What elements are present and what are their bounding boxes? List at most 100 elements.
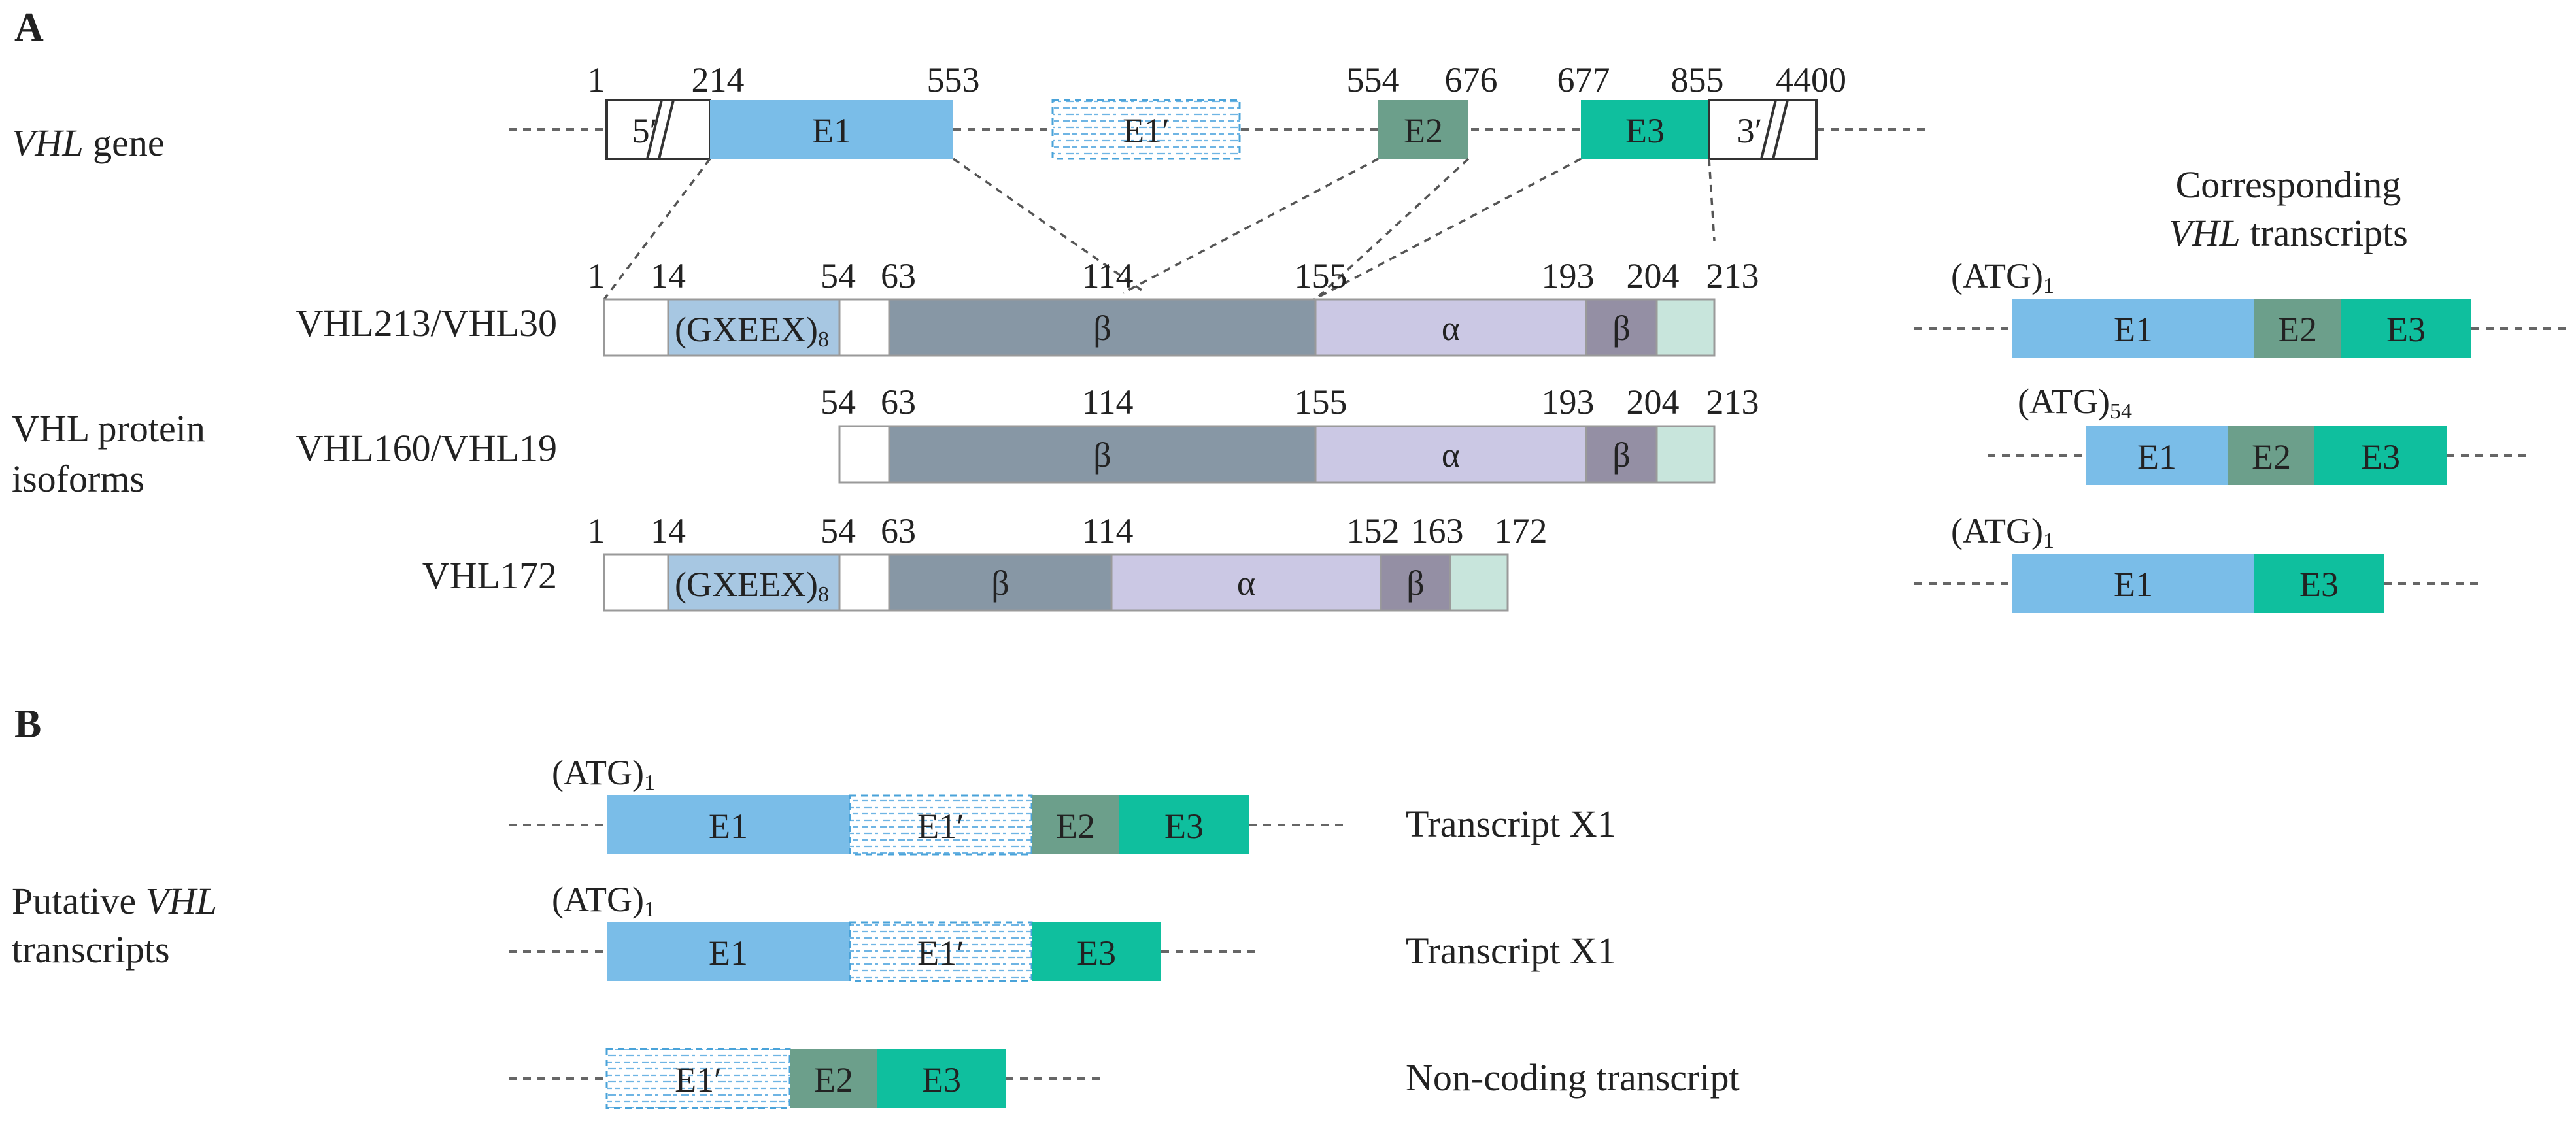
exon-e2-label: E2 xyxy=(2278,310,2317,349)
connector-4 xyxy=(1314,158,1470,301)
exon-e1prime xyxy=(849,794,1033,856)
atg-label: (ATG)1 xyxy=(1951,511,2054,553)
domain-beta-label: β xyxy=(991,563,1009,603)
exon-e3-label: E3 xyxy=(1164,807,1204,846)
domain-alpha xyxy=(1314,298,1587,357)
exon-e1-label: E1 xyxy=(2137,437,2177,477)
isoform-vhl213: VHL213/VHL30 (GXEEX)8 β α β 1 14 54 63 1… xyxy=(296,256,1759,357)
gene-pos-214: 214 xyxy=(692,60,745,99)
pos-63: 63 xyxy=(881,382,916,422)
pos-204: 204 xyxy=(1627,382,1680,422)
gene-exon-e1 xyxy=(710,100,953,159)
gene-exon-e3 xyxy=(1581,100,1709,159)
pos-63: 63 xyxy=(881,256,916,295)
utr5-label: 5′ xyxy=(632,111,658,150)
exon-e2-label: E2 xyxy=(2252,437,2291,477)
exon-e3-label: E3 xyxy=(2386,310,2426,349)
domain-linker xyxy=(838,553,890,612)
exon-e1 xyxy=(607,795,850,854)
exon-e3-label: E3 xyxy=(1077,933,1116,973)
putative-label-line2: transcripts xyxy=(12,928,170,971)
exon-e3 xyxy=(2314,426,2447,485)
domain-alpha-label: α xyxy=(1442,309,1460,348)
atg-label: (ATG)1 xyxy=(552,880,655,922)
corresponding-transcript-2: (ATG)54 E1 E2 E3 xyxy=(1988,382,2532,485)
corresponding-transcript-3: (ATG)1 E1 E3 xyxy=(1914,511,2482,613)
pos-114: 114 xyxy=(1082,256,1134,295)
gene-exon-e1-label: E1 xyxy=(812,111,851,150)
pos-114: 114 xyxy=(1082,382,1134,422)
atg-label: (ATG)1 xyxy=(1951,256,2054,298)
exon-e1-label: E1 xyxy=(709,807,748,846)
exon-e1prime xyxy=(849,921,1033,982)
exon-e2-label: E2 xyxy=(1056,807,1095,846)
exon-e2-label: E2 xyxy=(814,1060,853,1099)
exon-e3 xyxy=(2341,299,2471,358)
putative-label-line1: Putative VHL xyxy=(12,880,217,922)
gene-pos-4400: 4400 xyxy=(1776,60,1846,99)
pos-54: 54 xyxy=(821,256,856,295)
exon-e1 xyxy=(2012,554,2254,613)
exon-e2 xyxy=(790,1049,877,1108)
exon-e3-label: E3 xyxy=(2299,565,2339,604)
gene-label: VHL gene xyxy=(12,122,165,164)
gene-pos-855: 855 xyxy=(1671,60,1724,99)
panel-label-a: A xyxy=(14,5,44,50)
exon-e2 xyxy=(2228,426,2314,485)
domain-beta-small-label: β xyxy=(1612,435,1630,475)
domain-alpha xyxy=(1314,425,1587,484)
domain-gxeex xyxy=(667,298,841,357)
pos-163: 163 xyxy=(1411,511,1464,550)
connector-5 xyxy=(1313,158,1582,301)
domain-linker xyxy=(838,425,890,484)
exon-e1prime-label: E1′ xyxy=(675,1060,722,1099)
pos-213: 213 xyxy=(1706,256,1759,295)
exon-e2 xyxy=(2254,299,2341,358)
domain-nterm xyxy=(603,553,669,612)
gene-exon-e2-label: E2 xyxy=(1404,111,1443,150)
transcripts-heading-line2: VHL transcripts xyxy=(2169,212,2408,254)
exon-e1 xyxy=(2086,426,2228,485)
domain-beta xyxy=(888,425,1317,484)
transcript-name: Transcript X1 xyxy=(1406,929,1616,972)
pos-54: 54 xyxy=(821,382,856,422)
putative-transcript-3: E1′ E2 E3 Non-coding transcript xyxy=(509,1048,1740,1109)
connector-6 xyxy=(1708,158,1716,241)
gene-pos-1: 1 xyxy=(588,60,605,99)
utr3-break xyxy=(1760,99,1789,159)
domain-cterm xyxy=(1449,553,1509,612)
exon-e3 xyxy=(2254,554,2384,613)
exon-e3-label: E3 xyxy=(922,1060,961,1099)
pos-155: 155 xyxy=(1295,382,1347,422)
pos-193: 193 xyxy=(1542,382,1595,422)
exon-e3 xyxy=(1032,922,1161,981)
gene-exon-e2 xyxy=(1378,100,1468,159)
isoform-name: VHL160/VHL19 xyxy=(296,427,557,469)
pos-193: 193 xyxy=(1542,256,1595,295)
exon-e1-label: E1 xyxy=(2114,565,2153,604)
domain-alpha-label: α xyxy=(1442,435,1460,475)
pos-63: 63 xyxy=(881,511,916,550)
exon-e1-label: E1 xyxy=(709,933,748,973)
pos-1: 1 xyxy=(588,511,605,550)
exon-e2 xyxy=(1032,795,1119,854)
domain-gxeex xyxy=(667,553,841,612)
domain-cterm xyxy=(1655,298,1716,357)
vhl-gene-row: VHL gene 5′ E1 E1′ E2 E3 3′ 1 214 553 55… xyxy=(12,60,1929,164)
domain-beta-small-label: β xyxy=(1612,309,1630,348)
putative-transcript-2: (ATG)1 E1 E1′ E3 Transcript X1 xyxy=(509,880,1616,982)
isoforms-label-line2: isoforms xyxy=(12,458,144,500)
pos-204: 204 xyxy=(1627,256,1680,295)
pos-172: 172 xyxy=(1495,511,1548,550)
domain-beta-small xyxy=(1380,553,1451,612)
connector-1 xyxy=(603,158,711,301)
isoform-vhl160: VHL160/VHL19 β α β 54 63 114 155 193 204… xyxy=(296,382,1759,484)
exon-e1prime xyxy=(605,1048,791,1109)
domain-alpha xyxy=(1110,553,1382,612)
isoform-name: VHL213/VHL30 xyxy=(296,302,557,344)
connector-3 xyxy=(1123,158,1379,294)
domain-beta-label: β xyxy=(1093,309,1111,348)
isoform-name: VHL172 xyxy=(422,554,557,597)
exon-e3 xyxy=(877,1049,1006,1108)
pos-14: 14 xyxy=(651,511,686,550)
